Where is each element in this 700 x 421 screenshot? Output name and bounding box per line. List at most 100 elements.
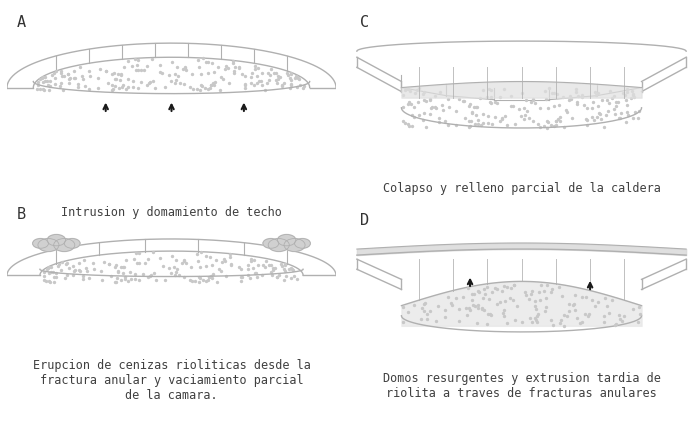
Point [207,80,218,87]
Point [579,310,590,317]
Point [100,68,111,75]
Point [159,84,170,91]
Point [214,266,225,273]
Point [500,113,511,120]
Point [46,72,57,78]
Point [470,112,482,118]
Point [266,268,277,275]
Point [61,260,72,266]
Point [552,90,563,97]
Point [61,271,72,278]
Point [557,94,568,101]
Point [55,266,66,273]
Point [495,298,506,305]
Point [510,316,521,323]
Point [191,250,202,257]
Point [432,302,443,309]
Point [614,115,625,121]
Point [564,96,575,103]
Point [73,266,84,273]
Point [270,265,281,272]
Point [517,319,528,326]
Point [567,115,578,122]
Point [459,115,470,122]
Point [466,296,477,303]
Point [543,85,554,91]
Point [531,313,542,320]
Point [548,103,559,110]
Point [463,117,475,124]
Point [224,251,235,258]
Point [267,267,279,274]
Point [206,60,218,67]
Point [64,76,75,83]
Point [236,274,247,280]
Point [43,87,54,93]
Point [405,101,416,107]
Point [582,312,594,319]
Point [485,93,496,100]
Point [117,84,128,91]
Point [486,121,497,128]
Point [622,88,633,95]
Point [178,273,189,280]
Point [116,71,127,78]
Point [205,82,216,88]
Point [598,124,610,131]
Point [604,310,615,317]
Point [609,322,620,328]
Point [257,69,268,76]
Point [416,315,427,322]
Point [469,302,480,309]
Point [550,121,561,128]
Point [172,73,183,80]
Text: Intrusion y domamiento de techo: Intrusion y domamiento de techo [61,206,282,219]
Point [621,119,632,126]
Point [204,85,216,91]
Point [271,274,282,280]
Point [233,264,244,270]
Point [419,97,430,104]
Point [108,86,119,93]
Point [129,256,140,263]
Point [268,70,279,77]
Point [120,274,131,280]
Point [539,308,550,314]
Point [408,113,419,120]
Point [526,288,538,294]
Point [458,98,469,105]
Point [514,106,525,112]
Point [494,117,505,124]
Point [292,75,303,82]
Point [35,76,46,83]
Point [50,269,62,276]
Point [121,257,132,264]
Point [136,78,147,85]
Point [506,103,517,109]
Point [216,73,227,80]
Point [284,74,295,81]
Point [178,258,190,264]
Point [547,321,559,328]
Point [227,60,238,67]
Point [407,112,418,118]
Point [454,305,465,312]
Point [284,266,295,272]
Point [542,282,553,288]
Point [195,87,206,93]
Point [285,71,296,77]
Point [265,65,276,72]
Point [150,277,162,283]
Point [504,295,515,301]
Point [291,276,302,282]
Point [519,115,530,122]
Point [501,320,512,326]
Point [215,268,226,274]
Point [256,272,267,278]
Point [627,90,638,97]
Point [202,59,214,66]
Point [610,320,622,327]
Point [65,75,76,82]
Point [622,109,633,116]
Point [104,260,115,267]
